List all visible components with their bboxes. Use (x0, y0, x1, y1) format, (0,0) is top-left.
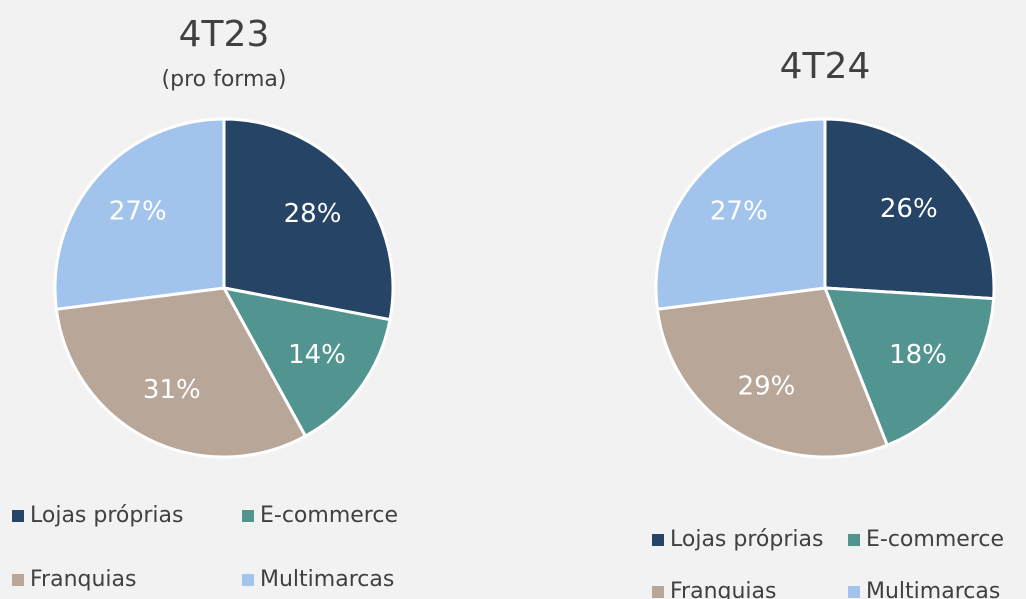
pie-slice (222, 117, 395, 322)
pie-slice (822, 286, 996, 448)
legend-label: Lojas próprias (670, 527, 823, 552)
pie-slice (54, 286, 308, 459)
legend-swatch (848, 586, 860, 598)
chart-subtitle: (pro forma) (162, 67, 287, 92)
legend-swatch (652, 534, 664, 546)
data-label: 18% (889, 340, 947, 370)
chart-title: 4T24 (780, 46, 871, 87)
pie-slice (53, 117, 226, 311)
legend-swatch (12, 574, 24, 586)
legend-swatch (242, 574, 254, 586)
data-label: 14% (288, 340, 346, 370)
data-label: 31% (143, 375, 201, 405)
pie-slice (823, 117, 996, 301)
pie-slice (655, 286, 890, 459)
data-label: 27% (109, 197, 167, 227)
legend-label: E-commerce (260, 503, 398, 528)
data-label: 26% (880, 194, 938, 224)
legend-label: E-commerce (866, 527, 1004, 552)
legend-label: Multimarcas (260, 567, 394, 592)
legend-swatch (242, 510, 254, 522)
legend-label: Lojas próprias (30, 503, 183, 528)
legend-swatch (12, 510, 24, 522)
data-label: 27% (710, 197, 768, 227)
pie-slice (654, 117, 827, 311)
data-label: 29% (738, 371, 796, 401)
legend-label: Franquias (670, 579, 777, 599)
legend-label: Franquias (30, 567, 137, 592)
data-label: 28% (284, 199, 342, 229)
legend-swatch (848, 534, 860, 546)
legend-label: Multimarcas (866, 579, 1000, 599)
legend-swatch (652, 586, 664, 598)
chart-title: 4T23 (179, 14, 270, 55)
pie-slice (221, 285, 392, 439)
